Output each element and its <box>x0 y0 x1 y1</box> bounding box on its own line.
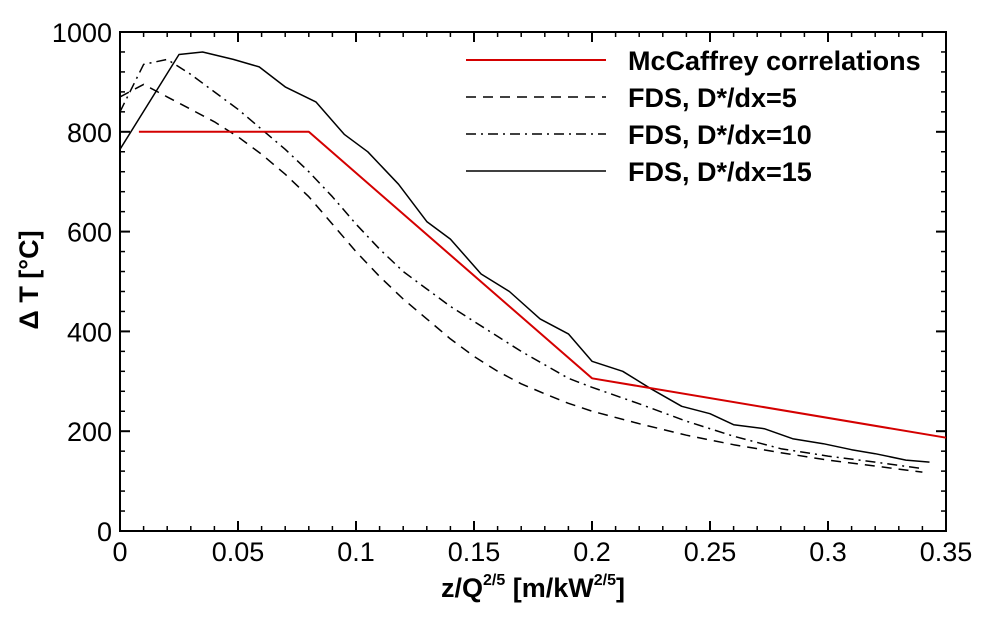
plot-frame <box>119 31 947 532</box>
series-layer <box>119 51 947 473</box>
x-tick-label: 0.3 <box>809 537 847 567</box>
legend-label-3: FDS, D*/dx=15 <box>628 157 812 187</box>
x-axis-title-close: ] <box>616 573 625 603</box>
x-tick-label: 0.25 <box>684 537 737 567</box>
legend-label-2: FDS, D*/dx=10 <box>628 120 812 150</box>
y-tick-label: 600 <box>67 218 112 248</box>
y-tick-label: 1000 <box>52 18 112 48</box>
series-line-1 <box>119 83 923 473</box>
y-tick-label: 0 <box>97 517 112 547</box>
x-tick-label: 0.2 <box>573 537 611 567</box>
x-tick-label: 0.35 <box>920 537 973 567</box>
x-axis-title-unit: [m/kW <box>505 573 594 603</box>
y-tick-label: 800 <box>67 118 112 148</box>
x-tick-label: 0.15 <box>448 537 501 567</box>
legend: McCaffrey correlations FDS, D*/dx=5 FDS, D… <box>466 46 921 187</box>
y-tick-label: 200 <box>67 417 112 447</box>
legend-label-0: McCaffrey correlations <box>628 46 921 76</box>
y-axis-title: Δ T [°C] <box>14 230 44 329</box>
x-tick-label: 0.1 <box>337 537 375 567</box>
x-axis-title-base: z/Q <box>441 573 483 603</box>
x-tick-label: 0 <box>112 537 127 567</box>
series-line-0 <box>138 130 947 439</box>
series-line-3 <box>119 51 930 463</box>
series-line-2 <box>119 58 923 470</box>
tick-labels: 0 0.05 0.1 0.15 0.2 0.25 0.3 0.35 0 200 400 600 800 1… <box>52 18 972 567</box>
x-axis-title-unit-exp: 2/5 <box>594 572 616 589</box>
y-tick-label: 400 <box>67 317 112 347</box>
x-axis-title: z/Q2/5 [m/kW2/5] <box>441 572 625 603</box>
x-tick-label: 0.05 <box>212 537 265 567</box>
legend-label-1: FDS, D*/dx=5 <box>628 83 797 113</box>
x-axis-title-exp: 2/5 <box>483 572 505 589</box>
axes-layer <box>119 31 947 532</box>
